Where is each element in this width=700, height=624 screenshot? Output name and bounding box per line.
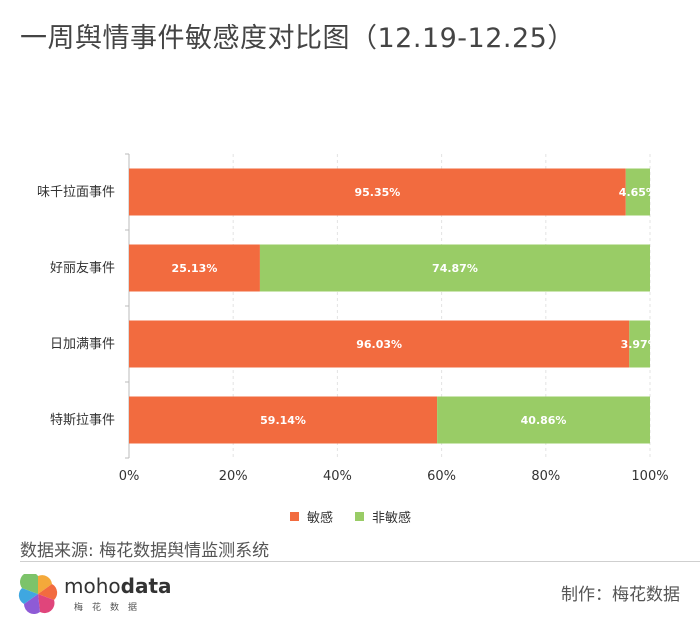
legend-swatch-sensitive (290, 512, 299, 521)
data-source-note: 数据来源: 梅花数据舆情监测系统 (20, 541, 270, 561)
mohodata-logo: mohodata 梅花数据 (18, 572, 178, 618)
data-label: 74.87% (432, 262, 478, 275)
x-tick-label: 100% (631, 469, 668, 484)
logo-subtitle: 梅花数据 (74, 603, 147, 613)
footer-divider (20, 561, 700, 562)
bar-segment (625, 168, 650, 216)
data-label: 4.65% (619, 186, 657, 199)
bar-segment (259, 244, 650, 292)
bar-segment (437, 396, 650, 444)
category-label: 日加满事件 (50, 337, 115, 352)
data-label: 96.03% (356, 338, 402, 351)
data-label: 40.86% (521, 414, 567, 427)
logo-wordmark-bold: data (120, 574, 172, 598)
legend-item-nonsensitive[interactable]: 非敏感 (355, 507, 411, 526)
data-label: 25.13% (172, 262, 218, 275)
x-tick-label: 0% (119, 469, 140, 484)
chart-title: 一周舆情事件敏感度对比图（12.19-12.25） (20, 23, 575, 54)
bar-segment (129, 168, 626, 216)
x-tick-label: 60% (427, 469, 456, 484)
category-label: 特斯拉事件 (50, 413, 115, 428)
x-tick-label: 80% (531, 469, 560, 484)
legend: 敏感 非敏感 (290, 507, 411, 526)
legend-item-sensitive[interactable]: 敏感 (290, 507, 333, 526)
category-label: 味千拉面事件 (37, 185, 115, 200)
pinwheel-logo-icon (18, 574, 58, 614)
bar-segment (629, 320, 650, 368)
legend-swatch-nonsensitive (355, 512, 365, 521)
logo-wordmark-light: moho (64, 574, 121, 598)
x-tick-label: 40% (323, 469, 352, 484)
stacked-bar-chart: 0% 20% 40% 60% 80% 100% 味千拉面事件 95.35% 4.65% 好丽友事件… (37, 153, 669, 484)
bar-segment (129, 244, 260, 292)
logo-wordmark: mohodata (64, 574, 172, 598)
bar-segment (129, 320, 630, 368)
bar-segment (129, 396, 438, 444)
x-tick-label: 20% (219, 469, 248, 484)
data-label: 59.14% (260, 414, 306, 427)
legend-label-sensitive: 敏感 (307, 511, 334, 526)
legend-label-nonsensitive: 非敏感 (372, 511, 412, 526)
data-label: 3.97% (621, 338, 659, 351)
data-label: 95.35% (354, 186, 400, 199)
made-by-credit: 制作：梅花数据 (561, 585, 680, 605)
category-label: 好丽友事件 (50, 260, 115, 276)
